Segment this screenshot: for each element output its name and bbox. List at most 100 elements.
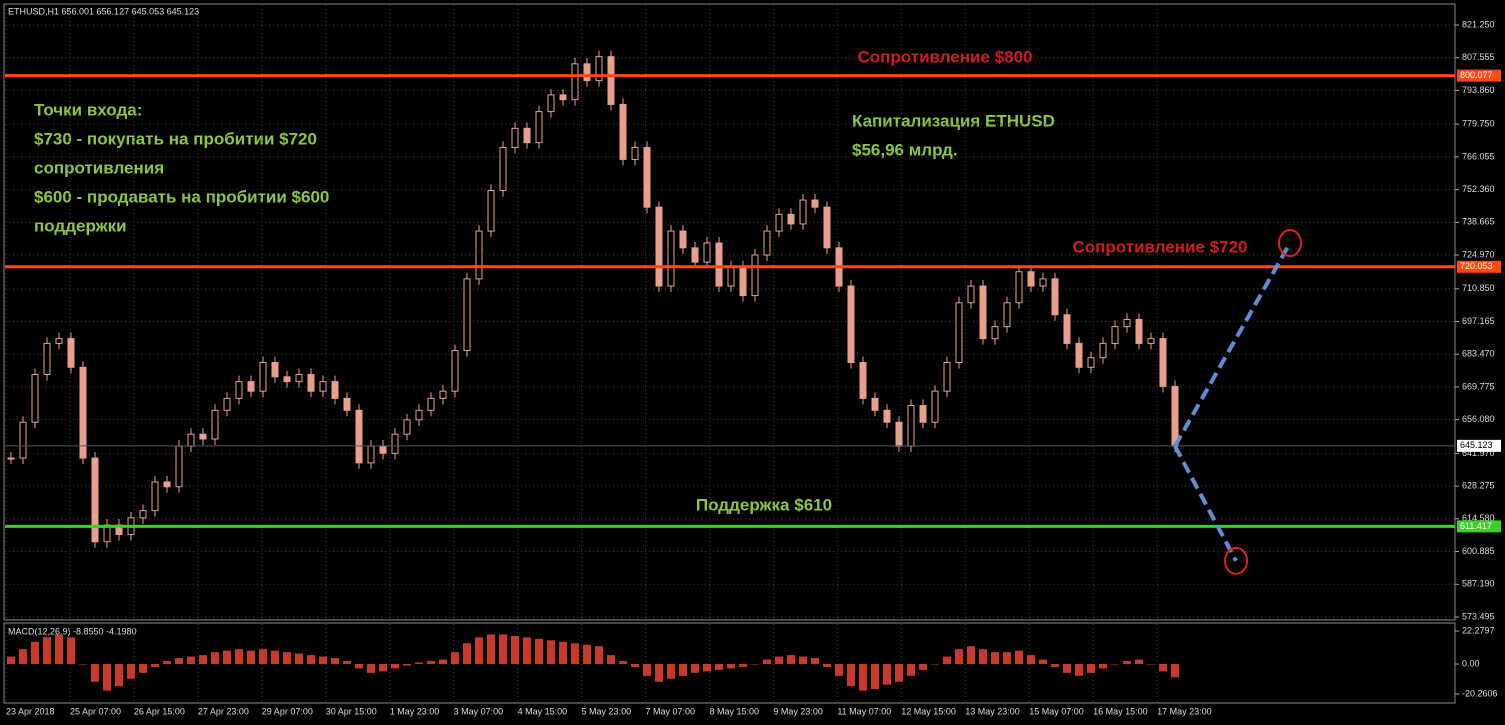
macd-bar	[199, 655, 207, 664]
x-tick-label: 17 May 23:00	[1157, 706, 1212, 716]
candle	[847, 285, 855, 364]
macd-bar	[547, 640, 555, 664]
candle	[1051, 278, 1059, 316]
candle	[1123, 319, 1131, 328]
macd-bar	[1171, 663, 1179, 678]
macd-bar	[1099, 663, 1107, 669]
candle	[679, 230, 687, 249]
annotation: $600 - продавать на пробитии $600	[34, 187, 329, 206]
candle	[727, 266, 735, 287]
macd-bar	[787, 655, 795, 664]
candle	[139, 510, 147, 519]
macd-bar	[487, 634, 495, 664]
candle	[403, 419, 411, 435]
y-tick-label: 766.055	[1462, 151, 1495, 161]
candle	[859, 362, 867, 399]
macd-bar	[943, 656, 951, 664]
candle	[355, 409, 363, 464]
macd-bar	[91, 663, 99, 682]
macd-bar	[631, 663, 639, 667]
macd-bar	[367, 663, 375, 673]
macd-bar	[139, 663, 147, 673]
macd-bar	[619, 661, 627, 664]
x-tick-label: 3 May 07:00	[454, 706, 504, 716]
x-tick-label: 5 May 23:00	[582, 706, 632, 716]
projection-line	[1173, 445, 1238, 562]
header: ETHUSD,H1 656.001 656.127 645.053 645.12…	[8, 6, 199, 16]
candle	[895, 421, 903, 447]
macd-label: MACD(12,26,9) -8.8550 -4.1980	[8, 626, 137, 636]
macd-bar	[7, 656, 15, 664]
candle	[271, 362, 279, 378]
candle	[451, 350, 459, 392]
macd-bar	[751, 663, 759, 665]
candle	[907, 405, 915, 447]
candle	[55, 338, 63, 344]
y-tick-label: 573.495	[1462, 611, 1495, 621]
macd-bar	[283, 652, 291, 664]
y-tick-label: -20.2606	[1462, 688, 1498, 698]
candle	[547, 94, 555, 113]
x-tick-label: 27 Apr 23:00	[198, 706, 249, 716]
macd-bar	[259, 649, 267, 664]
macd-bar	[919, 663, 927, 670]
macd-bar	[55, 634, 63, 664]
candle	[163, 481, 171, 488]
level-label: 800.077	[1460, 70, 1493, 80]
macd-bar	[739, 663, 747, 667]
x-tick-label: 23 Apr 2018	[6, 706, 55, 716]
macd-bar	[307, 655, 315, 664]
macd-bar	[127, 663, 135, 679]
candle	[487, 189, 495, 232]
price-frame	[3, 3, 1456, 621]
macd-bar	[835, 663, 843, 676]
macd-bar	[343, 661, 351, 664]
annotation: Точки входа:	[34, 100, 142, 119]
macd-bar	[1147, 663, 1155, 665]
macd-bar	[643, 663, 651, 676]
y-tick-label: 614.580	[1462, 513, 1495, 523]
x-tick-label: 7 May 07:00	[646, 706, 696, 716]
candle	[883, 409, 891, 423]
candle	[1063, 314, 1071, 344]
macd-bar	[79, 663, 87, 665]
y-tick-label: 779.750	[1462, 119, 1495, 129]
macd-bar	[1087, 663, 1095, 673]
projection-target	[1278, 229, 1302, 258]
macd-bar	[1003, 652, 1011, 664]
macd-bar	[679, 663, 687, 676]
candle	[247, 381, 255, 392]
candle	[19, 421, 27, 459]
candle	[187, 433, 195, 447]
y-tick-label: 821.250	[1462, 19, 1495, 29]
candle	[919, 405, 927, 423]
macd-bar	[571, 643, 579, 664]
candle	[871, 397, 879, 411]
y-tick-label: 710.850	[1462, 283, 1495, 293]
candle	[379, 445, 387, 454]
macd-bar	[691, 663, 699, 673]
candle	[1039, 278, 1047, 287]
macd-bar	[715, 663, 723, 670]
candle	[643, 146, 651, 208]
macd-bar	[595, 646, 603, 664]
candle	[319, 381, 327, 392]
x-tick-label: 30 Apr 15:00	[326, 706, 377, 716]
candle	[739, 266, 747, 297]
candle	[715, 242, 723, 287]
macd-bar	[1075, 663, 1083, 676]
macd-bar	[967, 646, 975, 664]
candle	[607, 56, 615, 105]
y-tick-label: 738.665	[1462, 217, 1495, 227]
candle	[811, 199, 819, 208]
candle	[79, 366, 87, 459]
macd-bar	[295, 653, 303, 664]
candle	[787, 213, 795, 225]
candle	[391, 433, 399, 454]
annotation: поддержки	[34, 216, 127, 235]
candle	[751, 254, 759, 297]
annotation: $56,96 млрд.	[852, 140, 958, 159]
candle	[367, 445, 375, 464]
candle	[703, 242, 711, 263]
macd-bar	[19, 649, 27, 664]
